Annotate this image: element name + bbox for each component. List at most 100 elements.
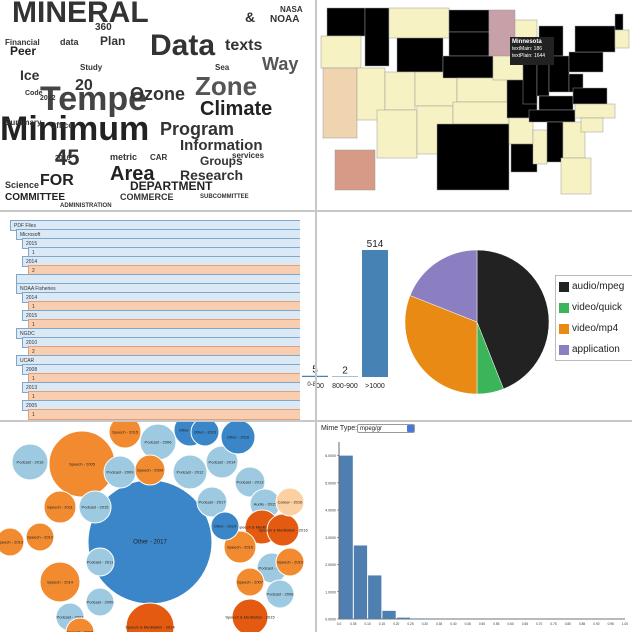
- map-state[interactable]: [326, 7, 366, 37]
- bubble[interactable]: [125, 602, 175, 632]
- map-state[interactable]: [436, 123, 510, 191]
- bubble[interactable]: [265, 579, 295, 609]
- bubble-chart[interactable]: Other - 2017 Speech - 2005 Podcast - 2016 S…: [0, 422, 315, 632]
- pie-slice[interactable]: [404, 295, 478, 395]
- bubble-label: Speech - 2008: [67, 630, 94, 632]
- size-bar: [362, 250, 388, 377]
- cloud-word: Ozone: [130, 84, 185, 104]
- histogram-bar: [396, 617, 410, 619]
- y-tick-label: 0.0000: [325, 618, 336, 622]
- bubble-label: Podcast - 2012: [177, 470, 205, 475]
- pie-slice[interactable]: [409, 249, 478, 323]
- map-state[interactable]: [580, 117, 604, 133]
- map-state[interactable]: [448, 31, 490, 57]
- map-state[interactable]: [614, 29, 630, 49]
- file-tree[interactable]: PDF Files Microsoft 2015 1 2014 2 NOAA Fisheri…: [10, 220, 310, 420]
- map-state[interactable]: [532, 129, 548, 165]
- map-state[interactable]: [442, 55, 494, 79]
- map-state[interactable]: [546, 121, 564, 163]
- bubble[interactable]: [43, 490, 77, 524]
- bubble[interactable]: [25, 522, 55, 552]
- bubble[interactable]: [39, 561, 81, 603]
- map-state[interactable]: [574, 25, 616, 53]
- histogram-panel: Mime Type: mpeg/gr 0.0000 1.0000 2.0000 3.0…: [317, 422, 632, 632]
- map-state[interactable]: [508, 117, 534, 145]
- mime-type-select[interactable]: mpeg/gr: [357, 424, 415, 433]
- cloud-word: FOR: [40, 172, 74, 189]
- legend-label: application: [572, 344, 620, 355]
- legend-label: video/quick: [572, 302, 623, 313]
- mime-pie-chart[interactable]: 5 0-800 2 800-900 514 >1000: [317, 212, 632, 420]
- map-tooltip-line1: textMain: 186: [512, 46, 543, 52]
- cloud-word: 20: [75, 77, 93, 94]
- bubble[interactable]: [172, 454, 208, 490]
- map-state[interactable]: [384, 71, 416, 111]
- bubble-label: Speech & Meditation - 2013: [237, 525, 287, 530]
- bubble[interactable]: [108, 422, 142, 449]
- x-tick-label: 0.50: [479, 622, 485, 626]
- map-state[interactable]: [364, 7, 390, 67]
- cloud-word: Minimum: [0, 110, 149, 148]
- chevron-down-icon[interactable]: [407, 425, 414, 432]
- bubble[interactable]: [190, 422, 220, 447]
- tree-bar-panel: PDF Files Microsoft 2015 1 2014 2 NOAA Fisheri…: [0, 212, 315, 420]
- map-state[interactable]: [560, 157, 592, 195]
- cloud-word: Summary: [5, 118, 42, 127]
- legend-item[interactable]: application: [556, 339, 632, 360]
- bubble[interactable]: [85, 547, 115, 577]
- map-state[interactable]: [376, 109, 418, 159]
- pie-slice[interactable]: [476, 249, 550, 390]
- legend-item[interactable]: video/quick: [556, 297, 632, 318]
- bubble[interactable]: [196, 486, 228, 518]
- map-state[interactable]: [388, 7, 450, 39]
- map-state[interactable]: [396, 37, 444, 73]
- legend-item[interactable]: audio/mpeg: [556, 276, 632, 297]
- map-state[interactable]: [456, 77, 508, 103]
- bubble[interactable]: [134, 454, 166, 486]
- bubble[interactable]: [235, 567, 265, 597]
- y-tick-label: 4.0000: [325, 509, 336, 513]
- map-state[interactable]: [452, 101, 510, 125]
- histogram-bar: [339, 455, 353, 619]
- map-state[interactable]: [334, 149, 376, 191]
- bubble-label: Speech & Meditation - 2015: [225, 615, 275, 620]
- bubble[interactable]: [65, 617, 95, 632]
- map-state[interactable]: [572, 87, 608, 105]
- x-tick-label: 0.45: [465, 622, 471, 626]
- bubble[interactable]: [85, 587, 115, 617]
- bubble-label: Career - 2016: [278, 500, 303, 505]
- cloud-word: Area: [110, 163, 155, 185]
- map-state[interactable]: [536, 59, 550, 97]
- bubble[interactable]: [275, 547, 305, 577]
- cloud-word: Code: [25, 90, 43, 97]
- bubble[interactable]: [205, 445, 239, 479]
- bubble[interactable]: [210, 511, 240, 541]
- us-choropleth-map[interactable]: [317, 0, 632, 210]
- bubble[interactable]: [223, 530, 257, 564]
- map-state[interactable]: [614, 13, 624, 31]
- map-state[interactable]: [488, 9, 516, 57]
- map-state[interactable]: [568, 51, 604, 73]
- bubble-label: Other - 2016: [227, 435, 250, 440]
- bubble[interactable]: [0, 527, 25, 557]
- cloud-word: Peer: [10, 44, 36, 58]
- bubble[interactable]: [220, 422, 256, 455]
- bubble-label: Speech - 2007: [237, 580, 264, 585]
- map-state[interactable]: [528, 109, 576, 123]
- bubble[interactable]: [11, 443, 49, 481]
- map-state[interactable]: [448, 9, 490, 33]
- map-state[interactable]: [538, 95, 574, 111]
- map-state[interactable]: [574, 103, 616, 119]
- map-state[interactable]: [320, 35, 362, 69]
- bubble[interactable]: [275, 487, 305, 517]
- map-state[interactable]: [322, 67, 358, 139]
- cloud-word: MINERAL: [12, 0, 149, 29]
- bubble[interactable]: [234, 466, 266, 498]
- x-tick-label: 0.10: [364, 622, 370, 626]
- cloud-word: 2012: [40, 95, 56, 102]
- legend-item[interactable]: video/mp4: [556, 318, 632, 339]
- bubble[interactable]: [231, 598, 269, 632]
- bubble[interactable]: [78, 490, 112, 524]
- legend-swatch: [559, 345, 569, 355]
